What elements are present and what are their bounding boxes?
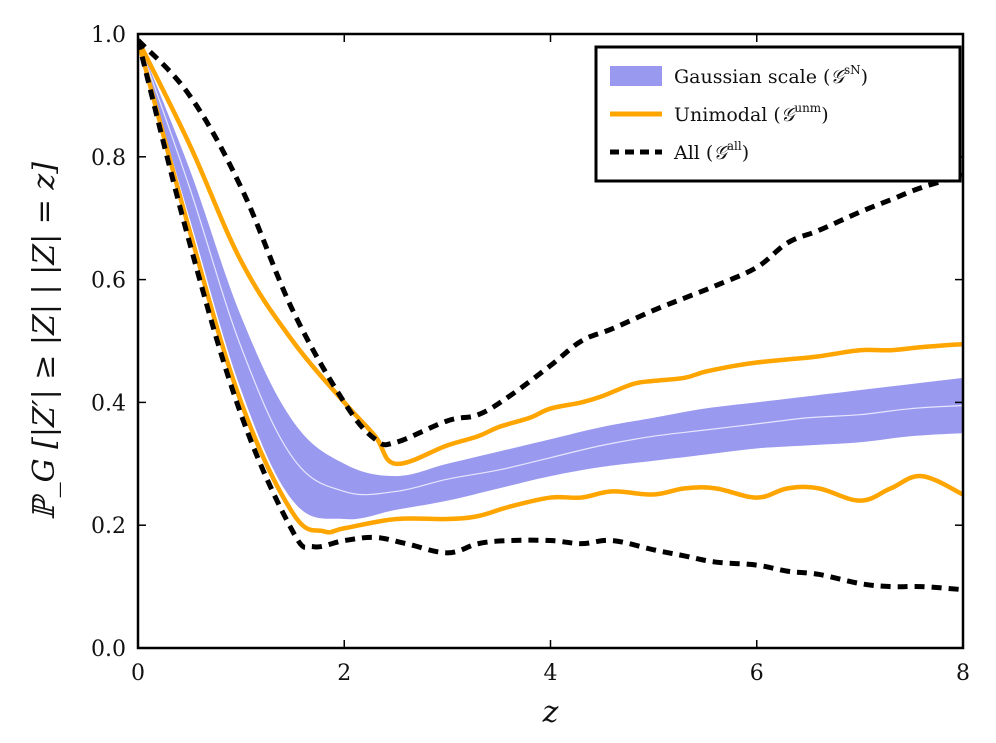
legend-swatch-band (610, 66, 662, 86)
x-tick-label-4: 8 (956, 661, 970, 686)
x-tick-label-0: 0 (131, 661, 145, 686)
y-tick-label-5: 1.0 (91, 23, 126, 48)
y-tick-label-4: 0.8 (91, 146, 126, 171)
gaussian-scale-center-line (138, 39, 963, 496)
all-line-5 (138, 38, 963, 448)
y-axis-label: ℙ_G [|Z′| ≥ |Z| | |Z| = z] (27, 162, 62, 520)
axis-ticks: 0 2 4 6 8 0.0 0.2 0.4 0.6 0.8 1.0 (91, 23, 970, 686)
y-tick-label-0: 0.0 (91, 637, 126, 662)
y-tick-label-3: 0.6 (91, 269, 126, 294)
y-tick-label-1: 0.2 (91, 514, 126, 539)
legend-label-1: Unimodal (𝒢unm) (674, 101, 829, 126)
x-tick-label-2: 4 (544, 661, 558, 686)
chart-marks (138, 38, 963, 593)
x-tick-label-1: 2 (337, 661, 351, 686)
legend-label-0: Gaussian scale (𝒢sN) (674, 63, 868, 88)
legend-label-2: All (𝒢all) (673, 139, 749, 164)
legend: Gaussian scale (𝒢sN) Unimodal (𝒢unm) All (… (594, 45, 962, 183)
x-tick-label-3: 6 (750, 661, 764, 686)
unimodal-line-3 (138, 39, 963, 467)
unimodal-line-4 (138, 39, 963, 535)
y-tick-label-2: 0.4 (91, 391, 126, 416)
all-line-6 (138, 39, 963, 593)
x-axis-label: z (542, 695, 559, 730)
